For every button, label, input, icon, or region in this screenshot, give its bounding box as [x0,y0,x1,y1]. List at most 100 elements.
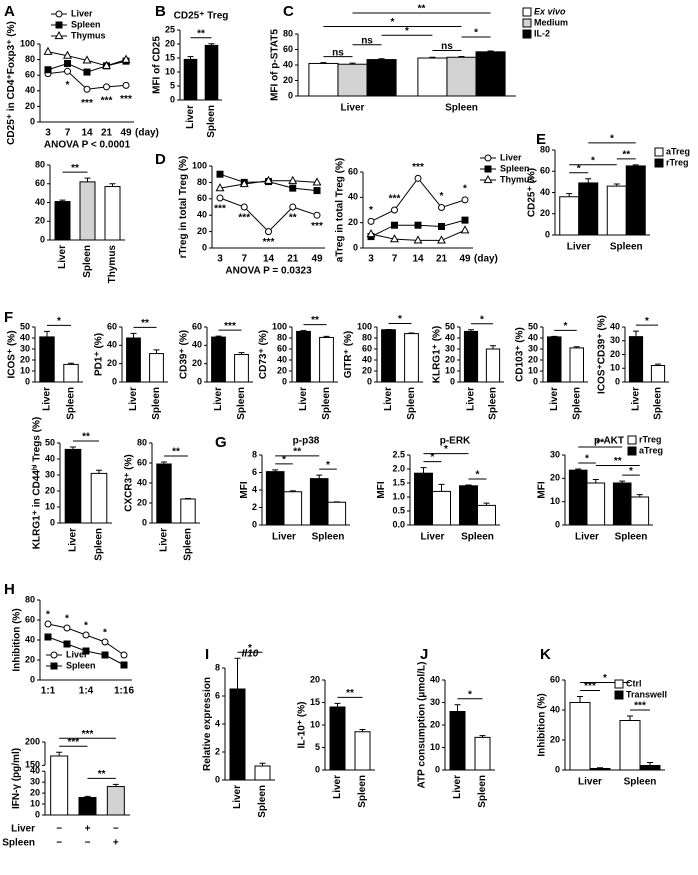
condition-sign: − [85,838,91,849]
y-tick-label: 0.5 [392,505,405,515]
legend-label: rTreg [666,157,689,167]
error-bar [238,352,245,355]
condition-sign: + [85,824,91,835]
point [82,55,92,64]
x-unit: (day) [474,254,498,265]
sig-label: ** [293,447,301,458]
point [438,203,445,211]
bar [628,336,644,383]
bar [446,56,477,97]
sig-label: * [57,316,61,327]
y-tick-label: 40 [35,197,45,207]
sig-label: *** [67,737,79,748]
x-tick-label: 1:16 [114,686,134,697]
bar [404,333,419,383]
legend-marker [55,10,63,18]
point [101,638,109,646]
error-bar [597,767,603,769]
error-bar [68,362,74,365]
y-tick-label: 20 [35,216,45,226]
bar [568,469,588,526]
legend-label: Thymus [71,30,106,40]
point [461,196,469,204]
x-tick-label: Spleen [321,387,332,420]
y-axis-label: IFN-γ (pg/ml) [11,748,22,809]
y-axis-label: Inhibition (%) [537,693,548,756]
sig-label: ns [361,35,373,46]
y-tick-label: 0 [30,116,35,126]
sig-label: * [66,80,70,91]
sig-label: * [591,155,595,166]
y-tick-label: 20 [192,358,202,368]
point [64,67,71,75]
x-tick-label: Spleen [206,105,217,138]
sig-label: *** [120,94,132,105]
error-bar [56,751,63,757]
y-tick-label: 80 [283,28,293,38]
x-tick-label: Spleen [82,245,93,278]
y-tick-label: 20 [528,354,538,364]
x-tick-label: Spleen [653,387,664,420]
legend-swatch [614,690,624,700]
sig-label: *** [101,96,113,107]
point [239,178,249,188]
error-bar [458,55,465,58]
x-tick-label: 21 [436,254,448,265]
error-bar [334,702,341,707]
x-unit: (day) [135,128,159,139]
y-tick-label: 0 [545,229,550,239]
x-tick-label: 7 [392,254,398,265]
condition-sign: + [113,838,119,849]
x-tick-label: 49 [459,254,471,265]
legend-label: aTreg [639,445,663,455]
bar [90,472,108,524]
panel-letter: E [536,131,546,148]
y-axis-label: ICOS⁺CD39⁺ (%) [597,315,608,394]
y-axis-label: KLRG1⁺ in CD44ʰⁱ Tregs (%) [31,417,43,549]
bar [589,768,611,771]
sig-label: ** [311,315,319,326]
x-tick-label: Spleen [461,532,494,543]
legend-label: Liver [71,8,93,18]
bar [414,472,433,526]
sig-label: *** [82,729,94,740]
bar [229,688,246,781]
sig-label: *** [389,194,401,205]
bar [337,63,368,97]
chart-title: p-p38 [293,436,320,447]
y-axis-label: MFI [376,481,387,498]
point [64,60,71,67]
point [63,624,71,632]
sig-label: * [603,673,607,684]
error-bar [289,490,296,492]
point [413,235,423,244]
sig-label: *** [224,321,236,332]
point [121,54,131,63]
y-tick-label: 20 [25,101,35,111]
y-tick-label: 20 [550,734,560,744]
x-tick-label: 49 [120,128,132,139]
y-axis-label: MFI [239,481,250,498]
legend-swatch [614,679,624,689]
sig-label: ** [98,769,106,780]
point [103,83,110,91]
x-tick-label: Spleen [66,387,77,420]
x-tick-label: Liver [57,245,68,269]
condition-sign: − [113,824,119,835]
y-tick-label: 30 [430,697,440,707]
sig-label: ** [197,28,205,39]
panel-letter: F [4,309,13,326]
bar [569,347,584,383]
y-tick-label: 60 [35,178,45,188]
x-tick-label: Liver [466,387,477,411]
legend-marker [484,154,492,162]
error-bar [112,783,119,787]
point [83,85,91,93]
legend-label: Transwell [626,689,667,699]
y-tick-label: 0 [533,376,538,386]
y-tick-label: 60 [25,70,35,80]
y-tick-label: 20 [30,787,40,797]
y-tick-label: 40 [445,332,455,342]
x-tick-label: 14 [263,254,275,265]
error-bar [323,335,330,338]
